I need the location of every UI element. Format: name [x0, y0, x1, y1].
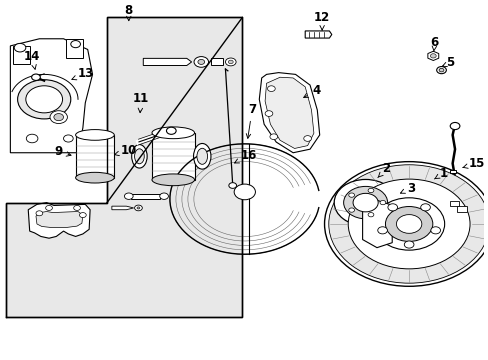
Circle shape [134, 205, 142, 211]
Circle shape [50, 111, 67, 123]
Polygon shape [10, 39, 92, 153]
Circle shape [449, 122, 459, 130]
Polygon shape [152, 133, 194, 180]
Circle shape [420, 204, 429, 211]
Circle shape [379, 201, 385, 205]
Polygon shape [427, 51, 438, 60]
Polygon shape [131, 194, 160, 199]
Polygon shape [449, 201, 458, 206]
Ellipse shape [131, 145, 147, 168]
Ellipse shape [197, 148, 207, 164]
Circle shape [166, 127, 176, 134]
Circle shape [36, 211, 42, 216]
Circle shape [347, 179, 469, 269]
Polygon shape [143, 58, 191, 66]
Polygon shape [264, 77, 313, 148]
Circle shape [71, 41, 81, 48]
Text: 10: 10 [114, 144, 137, 157]
Polygon shape [36, 212, 82, 228]
Polygon shape [210, 58, 223, 66]
Text: 3: 3 [400, 182, 414, 195]
Circle shape [348, 193, 354, 197]
Text: 9: 9 [54, 145, 71, 158]
Circle shape [26, 134, 38, 143]
Circle shape [18, 80, 71, 119]
Circle shape [387, 204, 397, 211]
Text: 15: 15 [462, 157, 484, 170]
Ellipse shape [76, 130, 114, 140]
Circle shape [333, 179, 396, 226]
Circle shape [225, 58, 236, 66]
Circle shape [367, 212, 373, 217]
Text: 11: 11 [132, 93, 149, 113]
Circle shape [228, 183, 236, 188]
Polygon shape [305, 31, 331, 38]
Circle shape [343, 186, 387, 219]
Polygon shape [449, 170, 455, 174]
Circle shape [436, 67, 446, 74]
Circle shape [429, 54, 435, 58]
Polygon shape [5, 17, 242, 316]
Circle shape [32, 74, 40, 80]
Ellipse shape [152, 174, 194, 186]
Ellipse shape [152, 127, 194, 139]
Circle shape [324, 162, 488, 286]
Circle shape [124, 193, 133, 199]
Polygon shape [13, 46, 30, 64]
Circle shape [45, 206, 52, 211]
Circle shape [80, 212, 86, 217]
Polygon shape [457, 206, 466, 212]
Polygon shape [112, 206, 133, 210]
Circle shape [269, 134, 277, 140]
Text: 16: 16 [234, 149, 257, 163]
Circle shape [396, 215, 421, 233]
Circle shape [234, 184, 255, 200]
Ellipse shape [76, 172, 114, 183]
Circle shape [14, 44, 26, 52]
Polygon shape [76, 135, 114, 178]
Text: 7: 7 [246, 103, 256, 138]
Circle shape [160, 193, 168, 199]
Polygon shape [28, 203, 90, 238]
Circle shape [264, 111, 272, 116]
Circle shape [54, 113, 63, 121]
Polygon shape [259, 73, 319, 153]
Circle shape [377, 227, 386, 234]
Circle shape [267, 86, 275, 91]
Circle shape [198, 59, 204, 64]
Circle shape [303, 136, 311, 141]
Circle shape [404, 241, 413, 248]
Circle shape [456, 206, 466, 212]
Circle shape [385, 207, 432, 242]
Circle shape [194, 57, 208, 67]
Text: 5: 5 [442, 57, 454, 69]
Text: 2: 2 [377, 162, 390, 177]
Circle shape [63, 135, 73, 142]
Circle shape [137, 207, 140, 209]
Circle shape [367, 188, 373, 193]
Polygon shape [362, 200, 391, 248]
Ellipse shape [193, 144, 210, 169]
Text: 1: 1 [433, 167, 447, 180]
Text: 14: 14 [24, 50, 40, 69]
Ellipse shape [134, 149, 144, 164]
Circle shape [328, 165, 488, 283]
Circle shape [26, 86, 62, 113]
Circle shape [348, 208, 354, 212]
Circle shape [74, 206, 81, 211]
Circle shape [430, 227, 440, 234]
Text: 4: 4 [303, 84, 320, 98]
Polygon shape [66, 39, 82, 58]
Circle shape [438, 68, 443, 72]
Text: 6: 6 [430, 36, 438, 51]
Circle shape [373, 198, 444, 250]
Circle shape [228, 60, 233, 64]
Text: 13: 13 [72, 67, 94, 80]
Text: 8: 8 [124, 4, 133, 21]
Circle shape [352, 193, 377, 212]
Text: 12: 12 [313, 11, 329, 30]
